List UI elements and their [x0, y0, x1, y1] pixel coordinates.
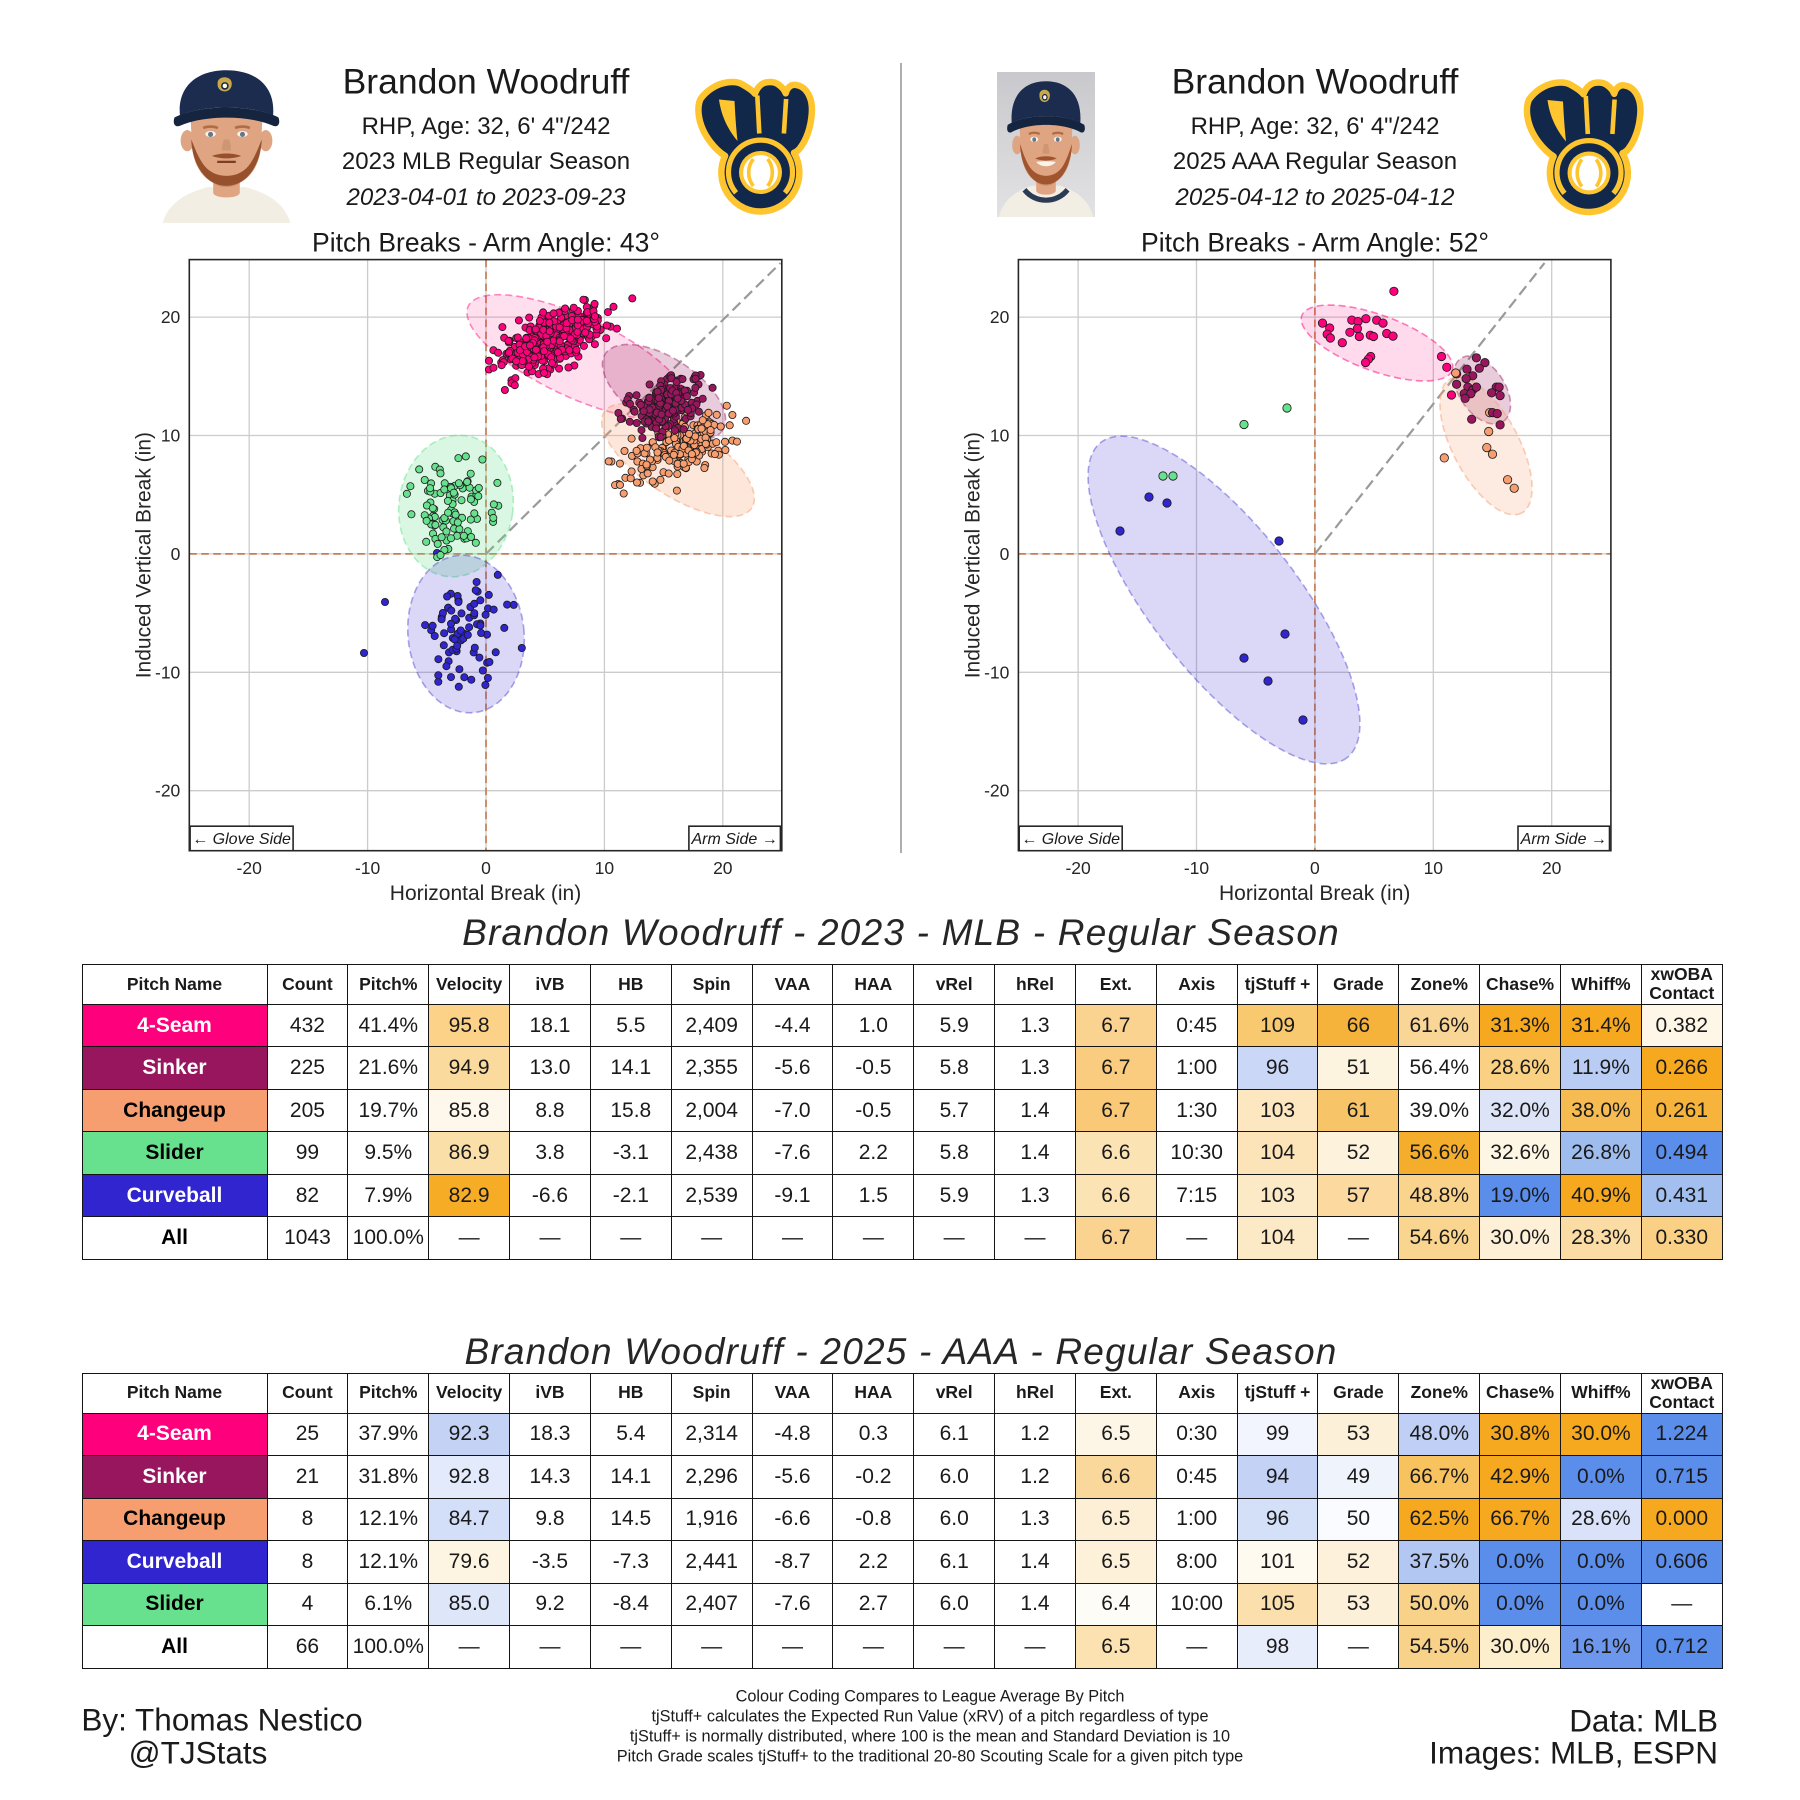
svg-text:20: 20: [1542, 858, 1562, 878]
svg-text:0: 0: [1000, 544, 1010, 564]
svg-text:Induced Vertical Break (in): Induced Vertical Break (in): [132, 432, 155, 678]
svg-text:20: 20: [713, 858, 733, 878]
svg-text:-10: -10: [984, 662, 1010, 682]
svg-text:-20: -20: [1065, 858, 1091, 878]
svg-text:0: 0: [1310, 858, 1320, 878]
svg-text:-10: -10: [355, 858, 381, 878]
svg-text:Induced Vertical Break (in): Induced Vertical Break (in): [961, 432, 984, 678]
svg-text:-10: -10: [1184, 858, 1210, 878]
svg-text:0: 0: [481, 858, 491, 878]
svg-text:Horizontal Break (in): Horizontal Break (in): [390, 882, 581, 905]
svg-text:10: 10: [990, 426, 1010, 446]
svg-text:20: 20: [161, 307, 181, 327]
svg-text:-20: -20: [984, 781, 1010, 801]
svg-text:← Glove Side: ← Glove Side: [192, 831, 291, 848]
svg-text:20: 20: [990, 307, 1010, 327]
svg-text:0: 0: [171, 544, 181, 564]
svg-text:-20: -20: [155, 781, 181, 801]
svg-text:10: 10: [161, 426, 181, 446]
svg-text:Horizontal Break (in): Horizontal Break (in): [1219, 882, 1410, 905]
svg-text:-10: -10: [155, 662, 181, 682]
svg-text:10: 10: [595, 858, 615, 878]
svg-text:Arm Side →: Arm Side →: [690, 831, 777, 848]
svg-text:-20: -20: [237, 858, 263, 878]
svg-text:← Glove Side: ← Glove Side: [1021, 831, 1120, 848]
svg-text:10: 10: [1424, 858, 1444, 878]
svg-text:Arm Side →: Arm Side →: [1520, 831, 1607, 848]
